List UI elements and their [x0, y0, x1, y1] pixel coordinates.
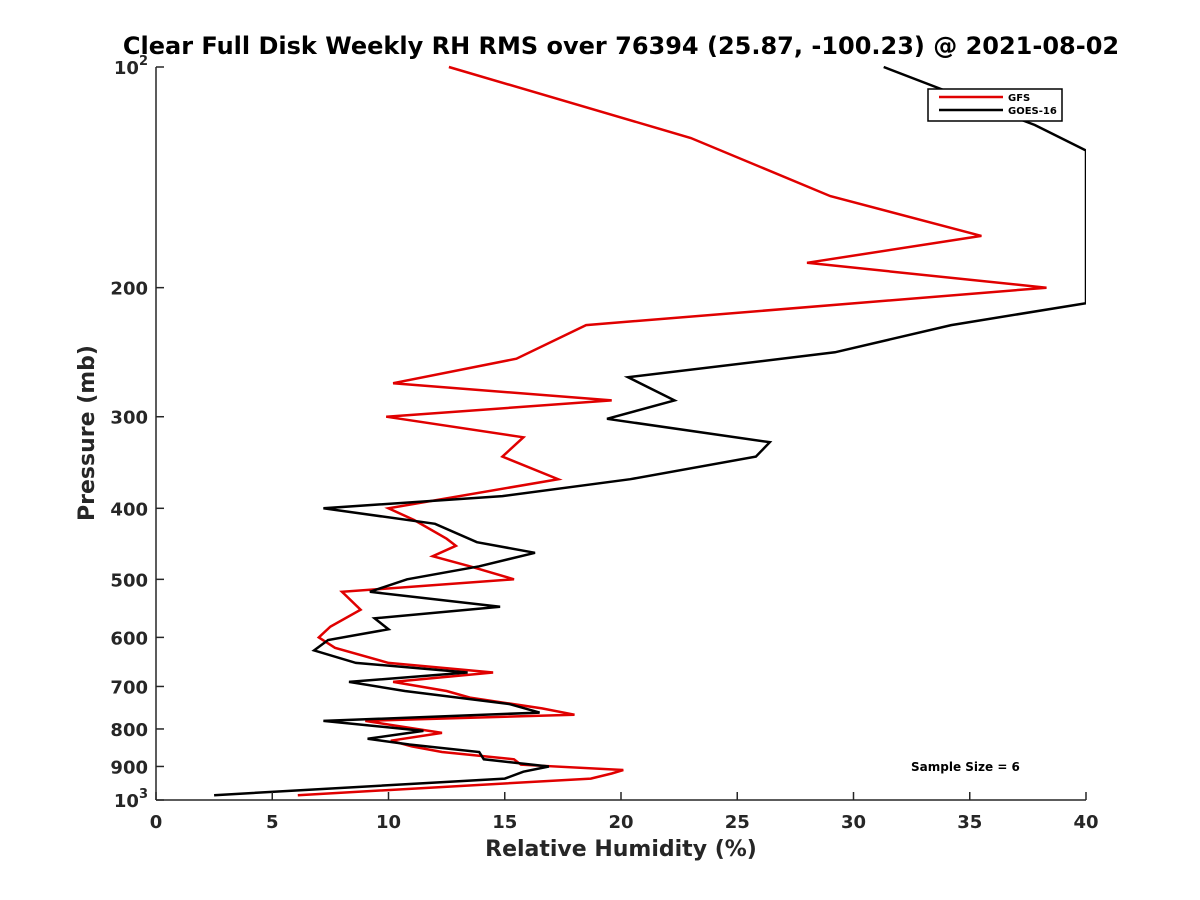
y-tick-label: 400 [110, 499, 148, 520]
legend-label-goes16: GOES-16 [1008, 106, 1057, 117]
y-tick-label: 700 [110, 677, 148, 698]
x-tick-label: 20 [608, 812, 633, 833]
y-tick-label: 800 [110, 720, 148, 741]
legend-box [927, 88, 1063, 122]
legend: GFS GOES-16 [927, 88, 1063, 122]
y-tick-label: 103 [114, 787, 148, 812]
y-tick-label: 900 [110, 757, 148, 778]
y-tick-label: 300 [110, 408, 148, 429]
x-tick-label: 5 [266, 812, 279, 833]
x-axis-label: Relative Humidity (%) [485, 837, 757, 862]
series-line-goes16 [214, 65, 1086, 797]
x-tick-label: 35 [957, 812, 982, 833]
x-tick-label: 40 [1073, 812, 1098, 833]
x-tick-label: 0 [150, 812, 163, 833]
x-tick-label: 25 [725, 812, 750, 833]
y-tick-label: 600 [110, 628, 148, 649]
x-ticks: 0 5 10 15 20 25 30 35 40 [150, 792, 1099, 833]
x-tick-label: 30 [841, 812, 866, 833]
x-tick-label: 15 [492, 812, 517, 833]
y-tick-label: 102 [114, 54, 148, 79]
y-tick-label: 200 [110, 279, 148, 300]
chart-title: Clear Full Disk Weekly RH RMS over 76394… [123, 32, 1119, 60]
plot-area [156, 67, 1086, 800]
y-ticks: 102 200 300 400 500 600 700 800 900 103 [110, 54, 164, 812]
y-tick-label: 500 [110, 570, 148, 591]
legend-label-gfs: GFS [1008, 93, 1030, 104]
sample-size-annotation: Sample Size = 6 [911, 760, 1020, 774]
series-layer [214, 65, 1086, 797]
x-tick-label: 10 [376, 812, 401, 833]
y-axis-label: Pressure (mb) [75, 345, 100, 521]
